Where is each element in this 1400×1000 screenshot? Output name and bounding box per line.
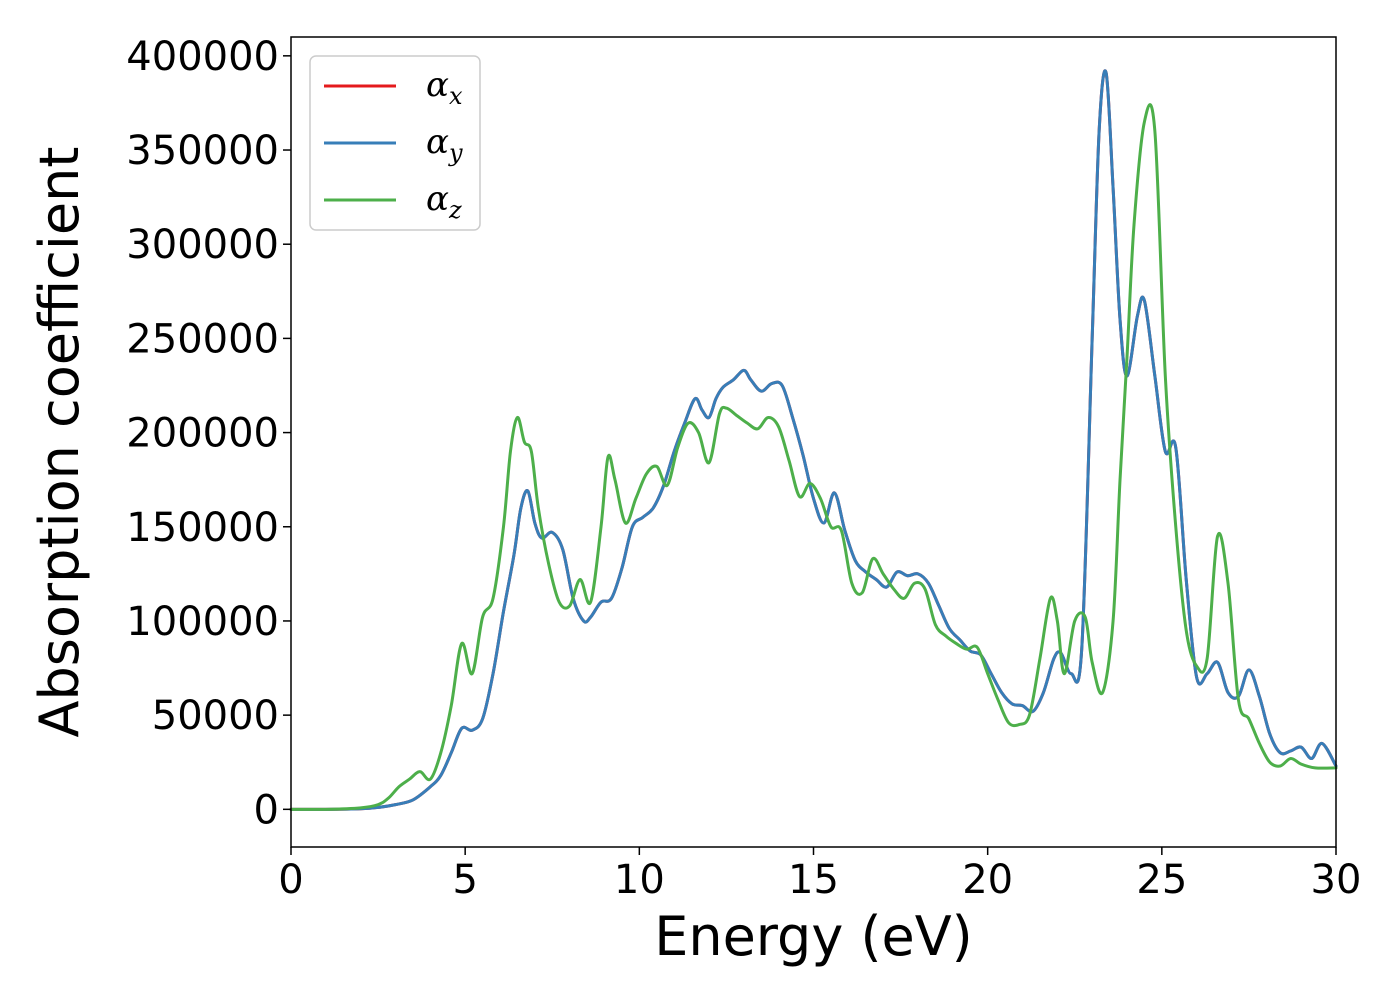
x-tick-label: 10 — [614, 857, 665, 903]
x-tick-label: 5 — [452, 857, 477, 903]
series-line-y — [289, 69, 1338, 811]
series-line-z — [289, 103, 1338, 811]
x-axis-label: Energy (eV) — [654, 905, 973, 968]
y-tick-label: 150000 — [126, 505, 279, 551]
x-axis: 0 5 10 15 20 25 30 — [278, 847, 1361, 903]
x-tick-label: 30 — [1311, 857, 1362, 903]
y-tick-label: 250000 — [126, 316, 279, 362]
x-tick-label: 25 — [1136, 857, 1187, 903]
y-tick-label: 200000 — [126, 411, 279, 457]
y-tick-label: 300000 — [126, 222, 279, 268]
y-axis: 0 50000 100000 150000 200000 250000 300000 3500… — [126, 34, 291, 833]
x-tick-label: 15 — [788, 857, 839, 903]
series-layer — [289, 69, 1338, 811]
x-tick-label: 0 — [278, 857, 303, 903]
y-tick-label: 0 — [254, 787, 279, 833]
legend-label-y: αy — [426, 122, 463, 167]
y-tick-label: 100000 — [126, 599, 279, 645]
x-tick-label: 20 — [962, 857, 1013, 903]
y-tick-label: 400000 — [126, 34, 279, 80]
y-tick-label: 350000 — [126, 128, 279, 174]
y-tick-label: 50000 — [152, 693, 279, 739]
y-axis-label: Absorption coefficient — [28, 147, 91, 738]
